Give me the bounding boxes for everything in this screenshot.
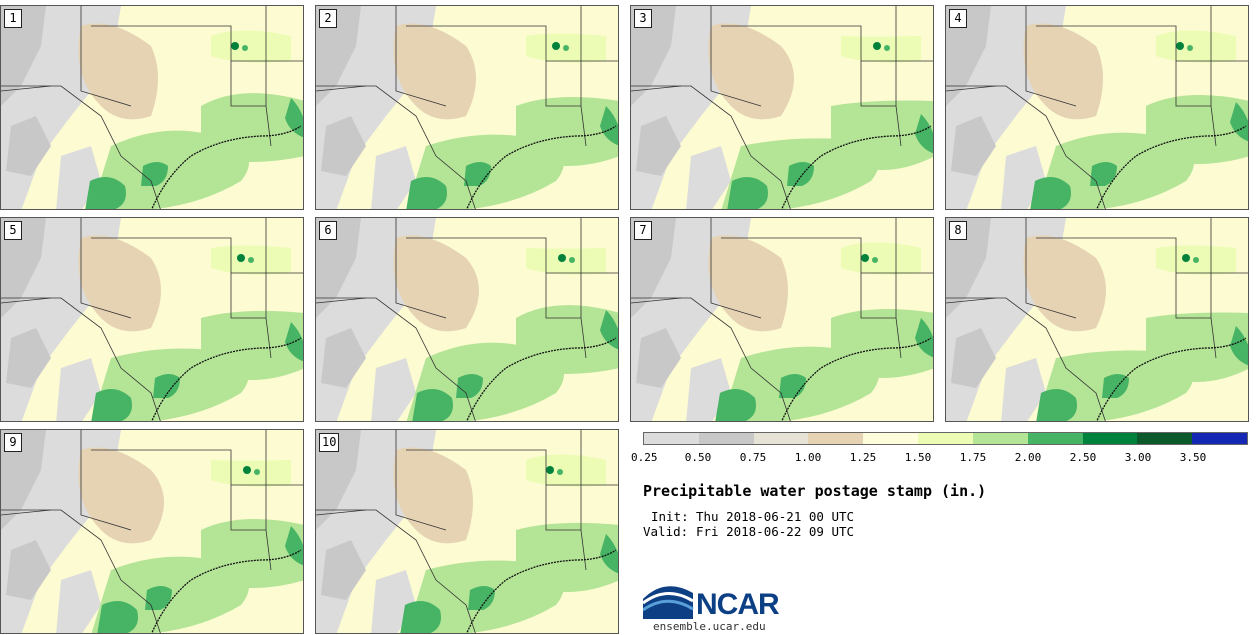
colorbar-tick-label: 1.75 [959, 451, 987, 464]
member-panel: 3 [630, 5, 934, 210]
ncar-logo-icon [643, 586, 694, 619]
member-panel: 4 [945, 5, 1249, 210]
member-label: 3 [634, 9, 652, 28]
figure-title: Precipitable water postage stamp (in.) [643, 482, 987, 500]
member-panel: 8 [945, 217, 1249, 422]
colorbar-segment [808, 433, 864, 444]
ncar-wordmark: NCAR [696, 588, 780, 621]
colorbar-tick-label: 1.25 [849, 451, 877, 464]
colorbar-segment [644, 433, 699, 444]
colorbar-tick-label: 0.75 [739, 451, 767, 464]
colorbar-segment [1192, 433, 1247, 444]
member-label: 8 [949, 221, 967, 240]
colorbar-segment [1137, 433, 1193, 444]
colorbar-tick-label: 2.00 [1014, 451, 1042, 464]
colorbar-tick-label: 0.50 [684, 451, 712, 464]
colorbar-tick-label: 3.50 [1179, 451, 1207, 464]
member-panel: 1 [0, 5, 304, 210]
member-label: 9 [4, 433, 22, 452]
init-label: Init: [651, 509, 689, 524]
colorbar-tick-label: 2.50 [1069, 451, 1097, 464]
colorbar-tick-label: 3.00 [1124, 451, 1152, 464]
member-label: 10 [319, 433, 340, 452]
member-label: 7 [634, 221, 652, 240]
colorbar-tick-label: 1.50 [904, 451, 932, 464]
member-panel: 6 [315, 217, 619, 422]
colorbar-segment [1082, 433, 1138, 444]
colorbar-segment [918, 433, 973, 444]
member-panel: 2 [315, 5, 619, 210]
member-panel: 5 [0, 217, 304, 422]
colorbar-segment [1027, 433, 1083, 444]
colorbar [643, 432, 1248, 445]
member-panel: 10 [315, 429, 619, 634]
member-panel: 9 [0, 429, 304, 634]
valid-time: Fri 2018-06-22 09 UTC [696, 524, 855, 539]
init-time: Thu 2018-06-21 00 UTC [696, 509, 855, 524]
colorbar-segment [698, 433, 754, 444]
member-label: 2 [319, 9, 337, 28]
valid-label: Valid: [643, 524, 689, 539]
site-url: ensemble.ucar.edu [653, 620, 766, 633]
member-label: 6 [319, 221, 337, 240]
member-label: 1 [4, 9, 22, 28]
colorbar-tick-labels: 0.25 0.50 0.75 1.00 1.25 1.50 1.75 2.00 2.50 3.00… [631, 451, 1248, 465]
colorbar-tick-label: 1.00 [794, 451, 822, 464]
member-label: 5 [4, 221, 22, 240]
colorbar-segment [753, 433, 809, 444]
colorbar-segment [972, 433, 1028, 444]
colorbar-tick-label: 0.25 [631, 451, 658, 464]
member-label: 4 [949, 9, 967, 28]
member-panel: 7 [630, 217, 934, 422]
colorbar-segment [863, 433, 919, 444]
